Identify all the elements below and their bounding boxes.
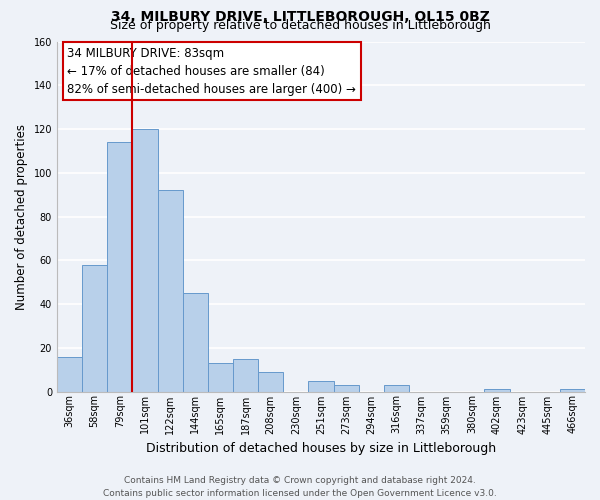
Bar <box>258 372 283 392</box>
Bar <box>107 142 133 392</box>
X-axis label: Distribution of detached houses by size in Littleborough: Distribution of detached houses by size … <box>146 442 496 455</box>
Bar <box>158 190 182 392</box>
Bar <box>334 385 359 392</box>
Bar <box>182 293 208 392</box>
Text: Contains HM Land Registry data © Crown copyright and database right 2024.
Contai: Contains HM Land Registry data © Crown c… <box>103 476 497 498</box>
Bar <box>384 385 409 392</box>
Text: 34, MILBURY DRIVE, LITTLEBOROUGH, OL15 0BZ: 34, MILBURY DRIVE, LITTLEBOROUGH, OL15 0… <box>110 10 490 24</box>
Bar <box>208 363 233 392</box>
Y-axis label: Number of detached properties: Number of detached properties <box>15 124 28 310</box>
Bar <box>484 390 509 392</box>
Text: Size of property relative to detached houses in Littleborough: Size of property relative to detached ho… <box>110 18 490 32</box>
Bar <box>233 358 258 392</box>
Bar <box>560 390 585 392</box>
Text: 34 MILBURY DRIVE: 83sqm
← 17% of detached houses are smaller (84)
82% of semi-de: 34 MILBURY DRIVE: 83sqm ← 17% of detache… <box>67 47 356 96</box>
Bar <box>133 129 158 392</box>
Bar <box>82 264 107 392</box>
Bar <box>308 380 334 392</box>
Bar <box>57 356 82 392</box>
